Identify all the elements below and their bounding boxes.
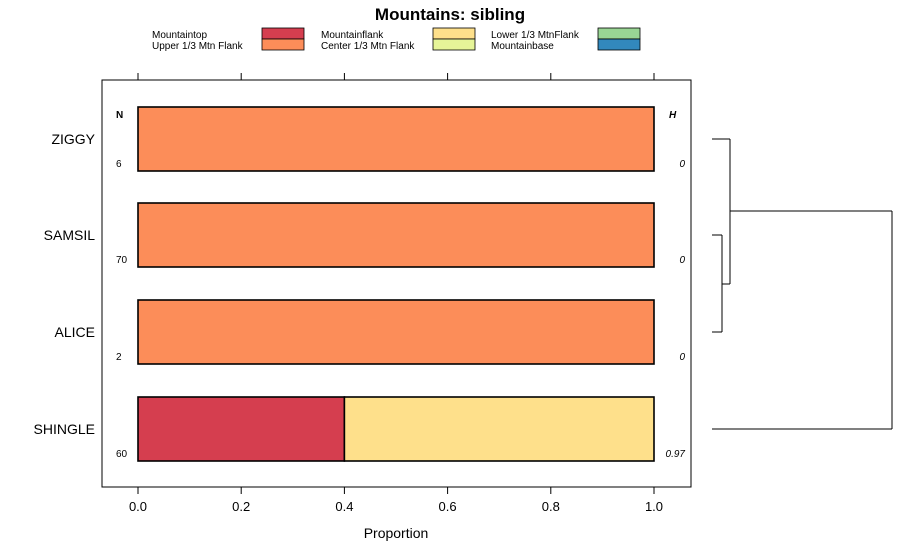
category-label-samsil: SAMSIL	[44, 227, 96, 243]
x-tick-label: 0.8	[542, 499, 560, 514]
bar-segment-ziggy-upper-1-3-mtn-flank	[137, 106, 655, 172]
n-header: N	[116, 110, 123, 121]
x-tick-label: 0.6	[439, 499, 457, 514]
legend-label-mountainbase: Mountainbase	[491, 41, 554, 52]
bars: ZIGGY SAMSIL ALICE SHINGLE	[34, 106, 655, 462]
h-value-samsil: 0	[679, 255, 685, 266]
x-tick-label: 0.4	[335, 499, 353, 514]
legend-label-center-1-3-mtn-flank: Center 1/3 Mtn Flank	[321, 41, 415, 52]
plot-frame	[101, 79, 692, 488]
legend-label-lower-1-3-mtnflank: Lower 1/3 MtnFlank	[491, 30, 580, 41]
legend-label-mountaintop: Mountaintop	[152, 30, 207, 41]
bar-segment-alice-upper-1-3-mtn-flank	[137, 299, 655, 365]
h-value-shingle: 0.97	[666, 449, 686, 460]
x-tick-label: 0.2	[232, 499, 250, 514]
dendrogram	[712, 138, 893, 430]
legend-label-upper-1-3-mtn-flank: Upper 1/3 Mtn Flank	[152, 41, 244, 52]
category-label-shingle: SHINGLE	[34, 421, 95, 437]
annotations: N H 6 70 2 60 0 0 0 0.97	[116, 110, 685, 460]
x-axis: 0.0 0.2 0.4 0.6 0.8 1.0	[129, 73, 663, 514]
n-value-ziggy: 6	[116, 159, 122, 170]
legend-swatch-mountainbase	[597, 38, 641, 51]
legend-swatch-upper-1-3-mtn-flank	[261, 38, 305, 51]
h-header: H	[669, 110, 677, 121]
legend-swatch-lower-1-3-mtnflank	[597, 27, 641, 40]
chart-title: Mountains: sibling	[375, 5, 525, 24]
category-label-ziggy: ZIGGY	[51, 131, 95, 147]
n-value-alice: 2	[116, 352, 122, 363]
bar-segment-samsil-upper-1-3-mtn-flank	[137, 202, 655, 268]
bar-segment-shingle-mountaintop	[137, 396, 346, 462]
category-label-alice: ALICE	[55, 324, 95, 340]
h-value-alice: 0	[679, 352, 685, 363]
x-tick-label: 1.0	[645, 499, 663, 514]
legend-swatch-center-1-3-mtn-flank	[432, 38, 476, 51]
x-tick-label: 0.0	[129, 499, 147, 514]
n-value-samsil: 70	[116, 255, 128, 266]
legend-swatch-mountainflank	[432, 27, 476, 40]
legend-label-mountainflank: Mountainflank	[321, 30, 384, 41]
n-value-shingle: 60	[116, 449, 128, 460]
bar-segment-shingle-mountainflank	[343, 396, 655, 462]
x-axis-title: Proportion	[364, 525, 429, 541]
legend-swatch-mountaintop	[261, 27, 305, 40]
h-value-ziggy: 0	[679, 159, 685, 170]
